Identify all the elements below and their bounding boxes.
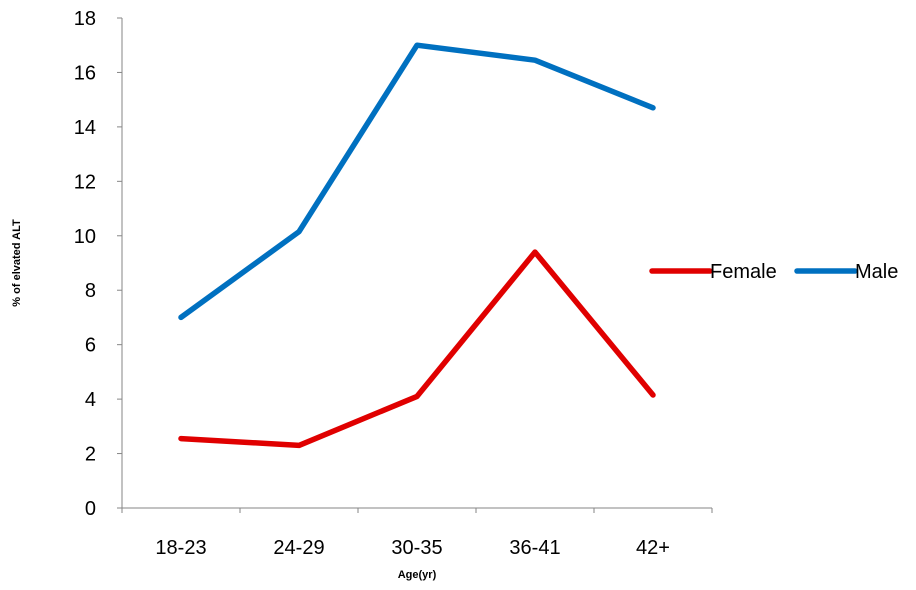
series-layer xyxy=(178,42,656,449)
data-point-male xyxy=(180,316,182,318)
y-tick-label: 6 xyxy=(85,335,96,357)
series-line-male xyxy=(178,42,656,321)
x-tick-label: 18-23 xyxy=(155,537,206,559)
y-axis-title: % of elvated ALT xyxy=(11,219,23,307)
y-tick-label: 12 xyxy=(74,171,96,193)
data-point-male xyxy=(298,231,300,233)
data-point-male xyxy=(416,44,418,46)
legend-label-male: Male xyxy=(855,261,898,283)
series-line-female xyxy=(178,249,656,449)
x-tick-label: 36-41 xyxy=(509,537,560,559)
data-point-female xyxy=(416,395,418,397)
y-tick-label: 8 xyxy=(85,280,96,302)
y-tick-label: 14 xyxy=(74,117,96,139)
x-axis-title: Age(yr) xyxy=(398,569,437,581)
x-tick-label: 24-29 xyxy=(273,537,324,559)
data-point-male xyxy=(652,107,654,109)
x-ticks: 18-23 24-29 30-35 36-41 42+ xyxy=(121,508,713,559)
data-point-female xyxy=(652,394,654,396)
y-tick-label: 0 xyxy=(85,498,96,520)
x-tick-label: 30-35 xyxy=(391,537,442,559)
data-point-female xyxy=(534,251,536,253)
legend-label-female: Female xyxy=(710,261,777,283)
y-tick-label: 18 xyxy=(74,8,96,30)
y-tick-label: 10 xyxy=(74,226,96,248)
data-point-female xyxy=(180,438,182,440)
data-point-male xyxy=(534,59,536,61)
legend: Female Male xyxy=(649,261,898,283)
axes xyxy=(121,18,712,509)
y-ticks: 0 2 4 6 8 10 12 14 16 18 xyxy=(74,8,122,520)
y-tick-label: 16 xyxy=(74,62,96,84)
x-tick-label: 42+ xyxy=(636,537,670,559)
y-tick-label: 4 xyxy=(85,389,96,411)
y-tick-label: 2 xyxy=(85,444,96,466)
data-point-female xyxy=(298,444,300,446)
